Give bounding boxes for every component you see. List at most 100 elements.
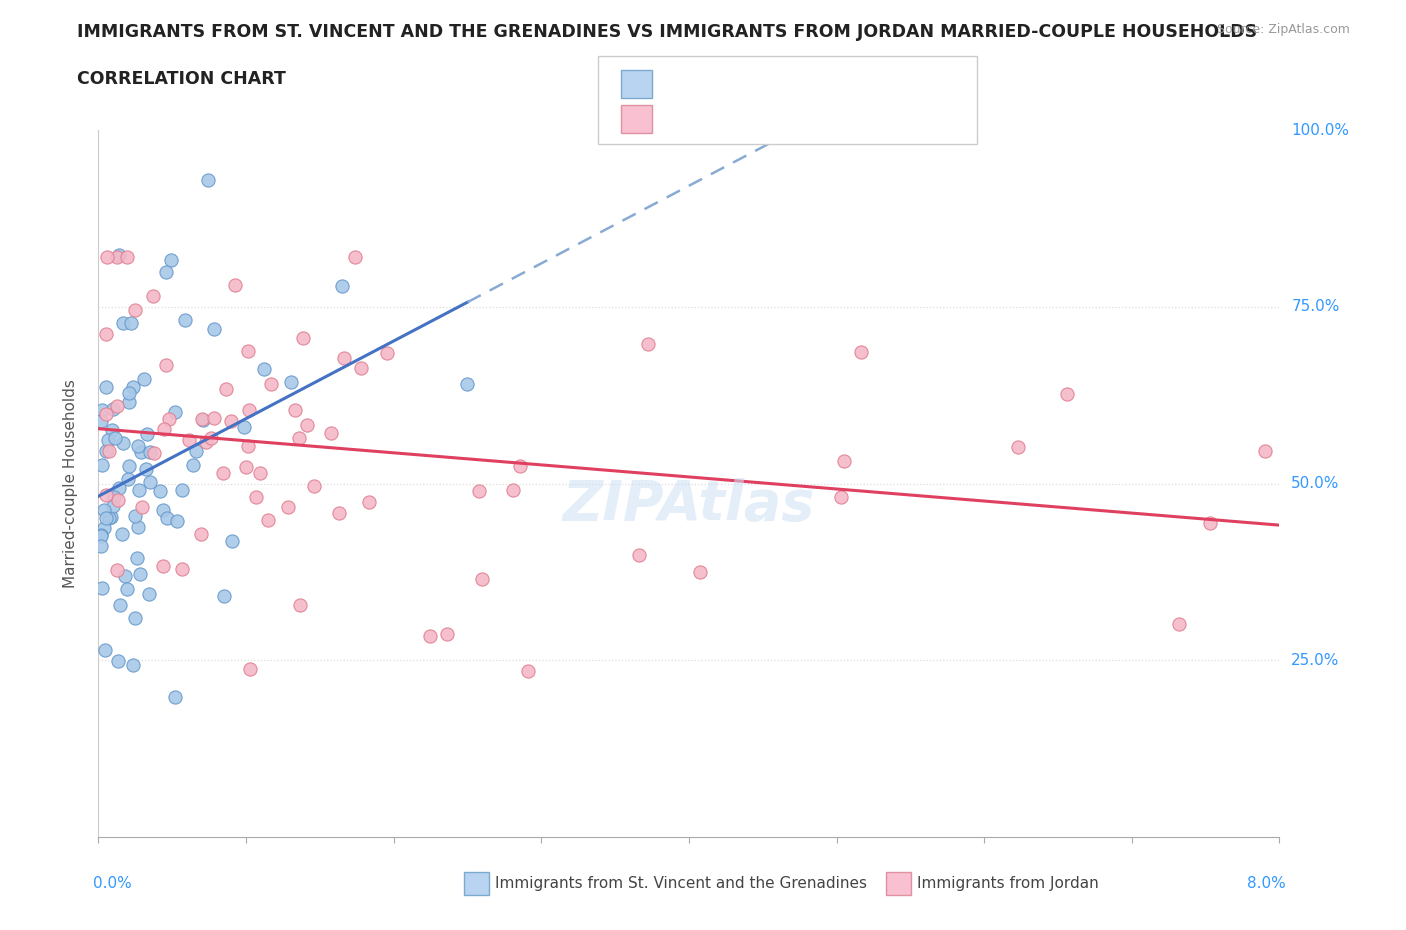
Point [191,413,214,428]
Point [321,425,343,440]
Point [200,431,222,445]
Point [124,302,146,317]
Point [288,431,311,445]
Point [509,458,531,473]
Point [256,513,278,528]
Point [103,489,125,504]
Text: 75.0%: 75.0% [1291,299,1340,314]
Point [111,316,134,331]
Point [129,445,152,459]
Point [152,502,174,517]
Point [221,534,243,549]
Point [238,343,260,358]
Point [128,483,150,498]
Point [291,330,314,345]
Point [118,385,141,400]
Point [138,445,160,459]
Point [637,337,659,352]
Point [120,315,142,330]
Point [471,571,494,586]
Text: 50.0%: 50.0% [1291,476,1340,491]
Point [235,460,257,475]
Point [212,465,235,480]
Point [100,509,122,524]
Point [105,399,128,414]
Point [94,643,117,658]
Point [91,403,114,418]
Point [153,421,176,436]
Point [166,513,188,528]
Point [90,538,112,553]
Y-axis label: Married-couple Households: Married-couple Households [63,379,77,588]
Point [689,565,711,579]
Point [236,438,259,453]
Point [101,402,124,417]
Text: Immigrants from Jordan: Immigrants from Jordan [917,876,1098,891]
Point [277,499,299,514]
Point [152,558,174,573]
Point [105,562,128,577]
Point [436,626,458,641]
Point [90,458,112,472]
Point [232,419,254,434]
Point [134,371,156,386]
Point [142,289,165,304]
Point [108,598,131,613]
Text: 0.133: 0.133 [714,74,773,93]
Point [830,489,852,504]
Point [121,658,143,673]
Point [117,472,139,486]
Point [155,265,177,280]
Point [239,662,262,677]
Point [177,432,200,447]
Point [94,488,117,503]
Point [202,411,225,426]
Point [260,377,283,392]
Point [117,458,139,473]
Point [107,492,129,507]
Point [627,548,650,563]
Point [91,580,114,595]
Point [94,511,117,525]
Point [98,444,121,458]
Text: R =: R = [664,74,695,93]
Point [295,418,318,432]
Point [108,247,131,262]
Point [1168,617,1191,631]
Text: 100.0%: 100.0% [1291,123,1350,138]
Point [124,509,146,524]
Point [215,381,238,396]
Point [516,663,538,678]
Point [165,405,187,419]
Text: 25.0%: 25.0% [1291,653,1340,668]
Point [127,438,149,453]
Point [375,345,398,360]
Point [357,495,380,510]
Point [224,278,246,293]
Point [190,411,212,426]
Point [104,431,127,445]
Point [142,446,165,461]
Point [284,403,307,418]
Point [111,435,134,450]
Point [115,250,138,265]
Text: 8.0%: 8.0% [1247,876,1285,891]
Point [124,610,146,625]
Point [328,505,350,520]
Text: ZIPAtlas: ZIPAtlas [562,478,815,532]
Text: Source: ZipAtlas.com: Source: ZipAtlas.com [1216,23,1350,36]
Point [163,689,186,704]
Point [302,479,325,494]
Point [97,511,120,525]
Point [138,586,160,601]
Point [105,250,128,265]
Point [349,361,371,376]
Point [249,465,271,480]
Point [115,582,138,597]
Point [253,362,276,377]
Point [172,562,194,577]
Point [127,551,149,565]
Point [333,351,356,365]
Point [156,511,179,525]
Point [197,172,219,187]
